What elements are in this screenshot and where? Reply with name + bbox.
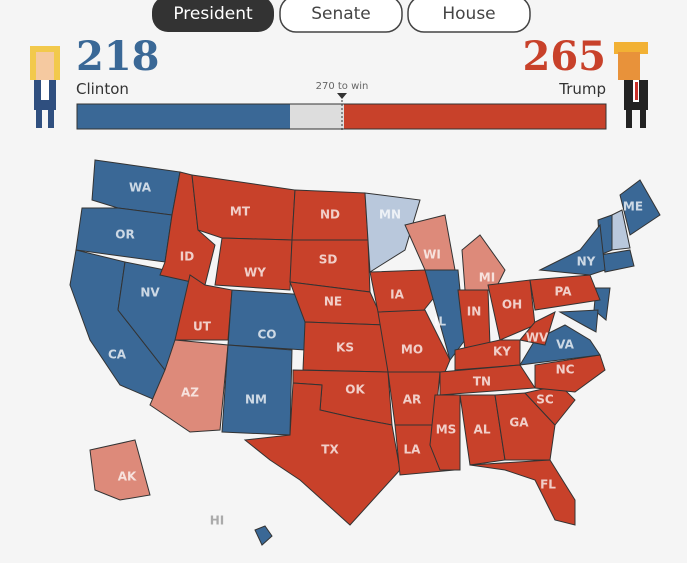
state-shape — [174, 274, 233, 341]
state-shape — [243, 382, 401, 526]
state-label: TN — [473, 375, 491, 389]
state-label: TX — [321, 443, 339, 457]
trump-bar — [344, 104, 606, 129]
state-label: PA — [555, 285, 573, 299]
state-label: WA — [129, 181, 152, 195]
state-label: WV — [526, 331, 549, 345]
state-label: AR — [403, 393, 422, 407]
clinton-bar — [77, 104, 290, 129]
state-label: AZ — [181, 386, 199, 400]
state-shape — [619, 179, 661, 236]
state-label: MT — [230, 205, 251, 219]
state-label: OR — [115, 228, 134, 242]
state-label: CO — [257, 328, 276, 342]
state-label: UT — [193, 320, 212, 334]
state-label: OH — [502, 298, 522, 312]
state-shape — [221, 344, 293, 436]
state-label: WI — [423, 248, 441, 262]
state-shape — [214, 237, 293, 291]
state-label: MS — [436, 423, 457, 437]
state-label: IA — [390, 288, 404, 302]
trump-score: 265 — [523, 33, 607, 80]
tab-label[interactable]: Senate — [311, 4, 371, 24]
state-shape — [454, 339, 521, 371]
tab-senate[interactable] — [279, 0, 403, 33]
state-label: IL — [434, 315, 446, 329]
tab-label[interactable]: House — [442, 4, 495, 24]
state-label: NE — [324, 295, 342, 309]
state-label: FL — [540, 478, 556, 492]
map: WA OR CA NV ID MT WY UT CO AZ NM ND SD NE KS OK TX MN IA MO… — [69, 159, 661, 546]
state-label: OK — [345, 383, 365, 397]
trump-avatar — [614, 42, 648, 128]
state-shape — [461, 234, 506, 291]
state-shape — [429, 394, 461, 471]
state-label: KY — [493, 345, 511, 359]
state-shape — [534, 354, 606, 393]
state-label: NM — [245, 393, 267, 407]
state-shape — [519, 324, 601, 366]
state-label: AL — [474, 423, 491, 437]
state-label: SD — [319, 253, 338, 267]
clinton-score: 218 — [76, 33, 160, 80]
state-label: ND — [320, 208, 340, 222]
state-label: NV — [140, 286, 160, 300]
state-label: LA — [404, 443, 422, 457]
threshold-marker — [337, 93, 347, 99]
clinton-name: Clinton — [76, 80, 129, 98]
state-label: ME — [623, 200, 643, 214]
tab-house[interactable] — [407, 0, 531, 33]
state-shape — [404, 214, 456, 271]
state-shape — [369, 269, 441, 316]
state-label: CA — [108, 348, 127, 362]
state-shape — [364, 192, 421, 273]
state-label: ID — [180, 250, 194, 264]
state-label: SC — [536, 393, 554, 407]
state-shape — [377, 309, 451, 373]
state-label: GA — [509, 416, 529, 430]
state-label: HI — [210, 514, 225, 528]
state-label: NC — [556, 363, 575, 377]
state-shape — [538, 223, 606, 276]
state-shape — [494, 392, 556, 461]
state-label: VA — [556, 338, 574, 352]
trump-name: Trump — [558, 80, 606, 98]
state-shape — [469, 459, 576, 526]
state-label: MO — [401, 343, 423, 357]
state-shape — [529, 274, 601, 311]
tab-label[interactable]: President — [173, 4, 253, 24]
threshold-label: 270 to win — [316, 81, 369, 92]
clinton-avatar — [30, 46, 60, 128]
tab-president[interactable] — [152, 0, 274, 32]
state-shape — [519, 311, 556, 346]
state-label: MI — [479, 271, 495, 285]
state-label: KS — [336, 341, 354, 355]
state-label: IN — [467, 305, 482, 319]
state-label: WY — [244, 266, 266, 280]
state-label: NY — [577, 255, 596, 269]
state-label: AK — [118, 470, 137, 484]
state-shape — [254, 525, 273, 546]
state-shape — [89, 439, 151, 501]
state-label: MN — [379, 208, 401, 222]
